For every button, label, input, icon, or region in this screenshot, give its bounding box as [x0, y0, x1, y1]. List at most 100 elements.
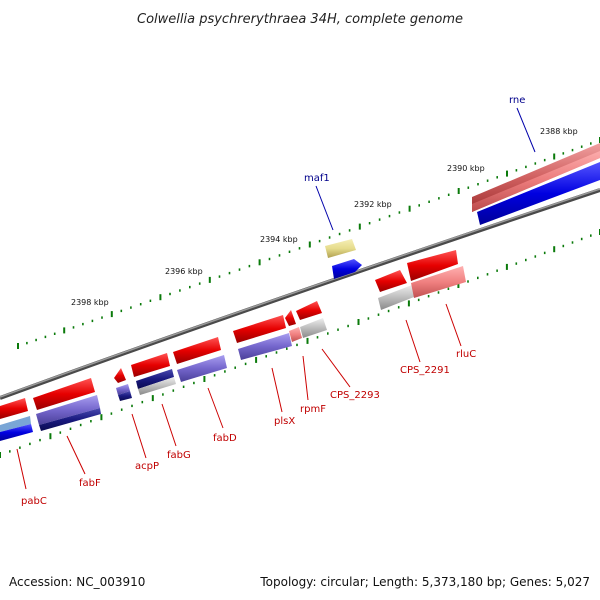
minor-tick: [496, 176, 498, 179]
minor-tick: [79, 423, 82, 427]
minor-tick: [228, 271, 231, 275]
minor-tick: [213, 374, 216, 377]
minor-tick: [496, 269, 498, 272]
minor-tick: [182, 385, 185, 388]
minor-tick: [347, 324, 349, 328]
major-tick: [0, 452, 1, 458]
minor-tick: [193, 381, 195, 385]
minor-tick: [189, 285, 191, 289]
minor-tick: [397, 306, 400, 309]
minor-tick: [120, 408, 123, 411]
major-tick: [159, 294, 162, 301]
minor-tick: [525, 258, 527, 262]
major-tick: [457, 188, 460, 194]
kbp-label: 2392 kbp: [354, 200, 392, 209]
minor-tick: [120, 309, 123, 313]
minor-tick: [69, 427, 72, 430]
minor-tick: [417, 298, 420, 302]
minor-tick: [286, 347, 288, 350]
minor-tick: [337, 328, 339, 331]
minor-tick: [418, 204, 420, 207]
major-tick: [308, 241, 311, 248]
minor-tick: [562, 244, 565, 248]
minor-tick: [19, 446, 21, 449]
minor-tick: [398, 211, 401, 214]
major-tick: [208, 276, 211, 283]
minor-tick: [467, 186, 470, 189]
minor-tick: [580, 145, 583, 148]
major-tick: [63, 327, 66, 334]
minor-tick: [515, 262, 518, 265]
gene-label-rpmF: rpmF: [300, 404, 326, 415]
major-tick: [110, 311, 113, 318]
minor-tick: [348, 229, 351, 232]
gene-plsX[interactable]: [233, 315, 292, 360]
gene-label-fabD: fabD: [213, 433, 237, 444]
minor-tick: [318, 239, 321, 243]
minor-tick: [162, 393, 164, 396]
major-tick: [357, 319, 360, 325]
gene-cps2291[interactable]: [375, 270, 414, 310]
minor-tick: [543, 251, 546, 255]
gene-label-fabF: fabF: [79, 478, 101, 489]
inner-tick-ring: [0, 229, 600, 458]
minor-tick: [131, 404, 133, 408]
major-tick: [49, 433, 52, 440]
gene-maf1[interactable]: [325, 239, 362, 279]
gene-label-rne: rne: [509, 95, 525, 106]
minor-tick: [39, 438, 41, 442]
minor-tick: [562, 152, 565, 155]
minor-tick: [72, 326, 75, 329]
minor-tick: [169, 292, 171, 296]
minor-tick: [316, 336, 319, 339]
gene-label-pabC: pabC: [21, 496, 47, 507]
gene-acpP[interactable]: [114, 368, 132, 401]
minor-tick: [477, 183, 479, 186]
map-title: Colwellia psychrerythraea 34H, complete …: [137, 12, 463, 27]
gene-cps2293[interactable]: [296, 301, 327, 338]
gene-fabD[interactable]: [173, 337, 227, 382]
minor-tick: [378, 218, 381, 221]
minor-tick: [179, 289, 181, 292]
gene-fabF[interactable]: [33, 378, 101, 431]
gene-rne-track[interactable]: [472, 143, 600, 225]
major-tick: [151, 395, 154, 402]
minor-tick: [238, 268, 241, 271]
minor-tick: [141, 400, 144, 404]
gene-label-maf1: maf1: [304, 173, 330, 184]
gene-fabG[interactable]: [131, 353, 176, 395]
minor-tick: [571, 241, 574, 244]
minor-tick: [477, 276, 479, 280]
minor-tick: [467, 280, 469, 283]
major-tick: [100, 414, 103, 421]
minor-tick: [543, 158, 546, 162]
minor-tick: [9, 450, 11, 453]
minor-tick: [328, 236, 331, 239]
minor-tick: [149, 299, 152, 302]
gene-pabC[interactable]: [0, 398, 33, 441]
kbp-label: 2398 kbp: [71, 298, 109, 307]
gene-rluC[interactable]: [407, 250, 466, 298]
major-tick: [258, 259, 261, 266]
minor-tick: [377, 313, 380, 316]
minor-tick: [90, 420, 92, 423]
gene-label-plsX: plsX: [274, 416, 295, 427]
minor-tick: [91, 319, 94, 323]
minor-tick: [486, 273, 489, 276]
minor-tick: [534, 162, 537, 165]
gene-rpmF[interactable]: [285, 310, 302, 342]
minor-tick: [590, 234, 592, 237]
minor-tick: [437, 291, 440, 294]
major-tick: [203, 376, 206, 382]
kbp-label: 2388 kbp: [540, 127, 578, 136]
minor-tick: [110, 412, 113, 415]
minor-tick: [268, 257, 271, 261]
minor-tick: [278, 254, 281, 257]
minor-tick: [447, 193, 450, 196]
major-tick: [255, 356, 258, 363]
minor-tick: [388, 214, 391, 218]
minor-tick: [101, 316, 103, 319]
gene-label-cps2293: CPS_2293: [330, 390, 380, 401]
kbp-label: 2396 kbp: [165, 267, 203, 276]
